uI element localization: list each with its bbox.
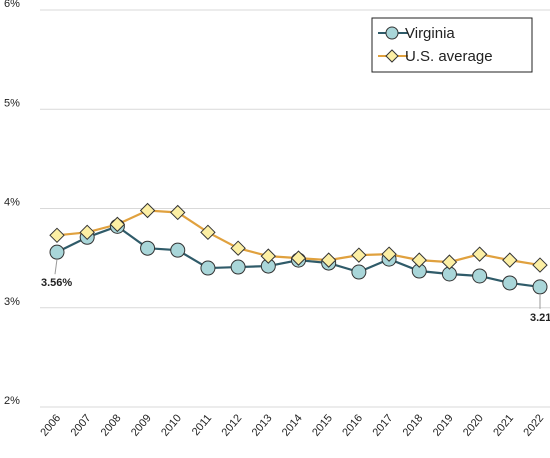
marker: [351, 247, 367, 263]
marker: [139, 202, 156, 219]
x-tick-label: 2015: [310, 412, 335, 438]
marker: [140, 240, 156, 256]
x-tick-label: 2008: [99, 412, 124, 438]
x-tick-label: 2019: [431, 412, 456, 438]
x-tick-label: 2009: [129, 412, 154, 438]
marker: [49, 227, 65, 244]
value-label: 3.21%: [530, 312, 550, 324]
marker: [502, 252, 518, 268]
y-tick-label: 6%: [4, 0, 20, 10]
x-tick-label: 2022: [521, 412, 546, 438]
legend-box: [371, 17, 533, 73]
marker: [502, 275, 518, 291]
x-tick-label: 2016: [340, 412, 365, 438]
marker: [532, 257, 548, 273]
marker: [170, 242, 186, 258]
marker: [472, 268, 488, 284]
value-label: 3.56%: [41, 277, 72, 289]
y-tick-label: 2%: [4, 395, 20, 407]
marker: [109, 216, 126, 233]
label-leader: [54, 259, 58, 275]
x-tick-label: 2017: [370, 412, 395, 438]
y-tick-label: 5%: [4, 97, 20, 109]
marker: [260, 248, 277, 264]
y-tick-label: 4%: [4, 197, 20, 209]
x-tick-label: 2014: [280, 412, 305, 438]
x-tick-label: 2007: [69, 412, 94, 438]
marker: [320, 252, 337, 268]
legend-label: U.S. average: [405, 48, 493, 65]
legend-label: Virginia: [405, 25, 455, 42]
marker: [411, 252, 427, 268]
marker: [471, 246, 488, 262]
x-tick-label: 2012: [219, 412, 244, 438]
marker: [532, 279, 548, 295]
x-tick-label: 2013: [250, 412, 275, 438]
marker: [200, 260, 216, 276]
x-tick-label: 2010: [159, 412, 184, 438]
marker: [170, 204, 186, 221]
marker: [49, 244, 65, 260]
x-tick-label: 2018: [401, 412, 426, 438]
x-tick-label: 2006: [38, 412, 63, 438]
marker: [230, 240, 246, 256]
marker: [290, 250, 307, 266]
y-tick-label: 3%: [4, 296, 20, 308]
marker: [381, 246, 397, 262]
marker: [441, 254, 458, 270]
marker: [200, 224, 216, 241]
legend-marker: [385, 26, 399, 40]
legend-marker: [385, 49, 399, 63]
marker: [79, 224, 95, 241]
x-tick-label: 2011: [190, 412, 214, 438]
x-tick-label: 2021: [491, 412, 516, 438]
marker: [351, 264, 367, 280]
x-tick-label: 2020: [461, 412, 486, 438]
marker: [230, 259, 246, 275]
